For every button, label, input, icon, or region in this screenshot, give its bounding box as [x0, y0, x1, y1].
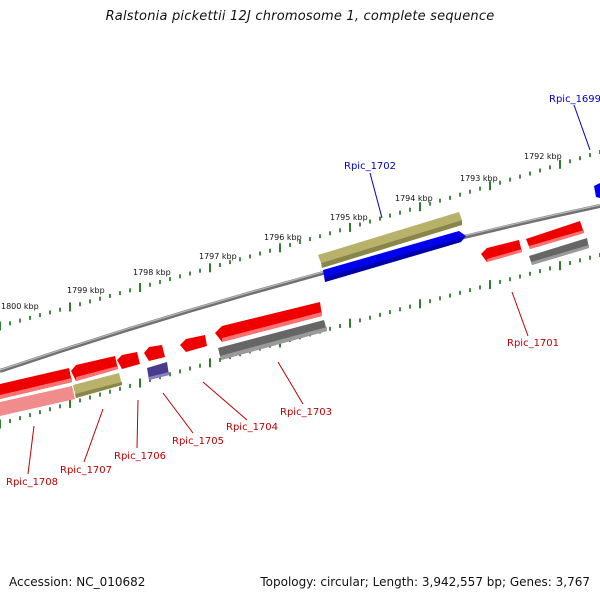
- scale-label-1799: 1799 kbp: [67, 286, 105, 295]
- map-title: Ralstonia pickettii 12J chromosome 1, co…: [105, 9, 495, 24]
- gene-feature-rpic-1701a[interactable]: [481, 240, 522, 262]
- gene-feature-rpic-1701a-shade: [487, 249, 522, 262]
- accession-text: Accession: NC_010682: [9, 575, 146, 589]
- reverse-strand-features: [0, 221, 589, 416]
- gene-feature-rpic-1705[interactable]: [144, 345, 165, 361]
- scale-label-1796: 1796 kbp: [264, 233, 302, 242]
- gene-feature-rpic-1708-shade: [0, 378, 72, 399]
- gene-feature-olive-shade: [321, 220, 462, 268]
- outer-tick-ring: [0, 150, 600, 331]
- callout-line-rpic-1707: [83, 408, 104, 463]
- topology-summary: Topology: circular; Length: 3,942,557 bp…: [260, 575, 590, 589]
- gene-feature-rpic-1706[interactable]: [117, 352, 140, 369]
- gene-feature-rpic-1704[interactable]: [180, 335, 207, 352]
- gene-feature-purple-shade: [149, 372, 169, 380]
- gene-feature-rpic-1703[interactable]: [215, 302, 322, 342]
- callout-line-rpic-1706: [136, 399, 139, 449]
- gene-label-rpic-1703[interactable]: Rpic_1703: [280, 407, 332, 418]
- scale-label-1798: 1798 kbp: [133, 268, 171, 277]
- callout-line-rpic-1702: [369, 172, 383, 219]
- chromosome-backbone-highlight: [0, 204, 600, 371]
- gene-feature-grey-mid-shade: [220, 327, 327, 360]
- gene-feature-rpic-1703-shade: [222, 312, 322, 342]
- gene-label-rpic-1702[interactable]: Rpic_1702: [344, 161, 396, 172]
- gene-feature-rpic-1707-shade: [76, 366, 118, 381]
- gene-feature-olive[interactable]: [318, 212, 462, 263]
- scale-label-1792: 1792 kbp: [524, 152, 562, 161]
- gene-feature-rpic-1701b[interactable]: [526, 221, 584, 249]
- gene-feature-olive-low-shade: [75, 382, 122, 398]
- gene-label-rpic-1704[interactable]: Rpic_1704: [226, 422, 278, 433]
- chromosome-backbone: [0, 204, 600, 373]
- gene-feature-pink[interactable]: [0, 386, 75, 416]
- gene-feature-rpic-1707[interactable]: [71, 356, 118, 381]
- gene-labels: Rpic_1699 Rpic_1702 Rpic_1701 Rpic_1703 …: [6, 94, 600, 488]
- gene-feature-grey-right-shade: [531, 245, 589, 265]
- inner-tick-ring: [0, 253, 600, 429]
- callout-line-rpic-1705: [162, 392, 194, 434]
- scale-label-1797: 1797 kbp: [199, 252, 237, 261]
- callout-line-rpic-1699: [573, 104, 591, 151]
- scale-labels: 1800 kbp 1799 kbp 1798 kbp 1797 kbp 1796…: [1, 152, 562, 311]
- callout-lines: [27, 104, 591, 475]
- scale-label-1795: 1795 kbp: [330, 213, 368, 222]
- callout-line-rpic-1701: [511, 291, 529, 337]
- gene-feature-rpic-1702-shade: [325, 238, 461, 282]
- callout-line-rpic-1704: [202, 381, 248, 421]
- gene-label-rpic-1705[interactable]: Rpic_1705: [172, 436, 224, 447]
- gene-label-rpic-1699[interactable]: Rpic_1699: [549, 94, 600, 105]
- gene-label-rpic-1707[interactable]: Rpic_1707: [60, 465, 112, 476]
- gene-label-rpic-1708[interactable]: Rpic_1708: [6, 477, 58, 488]
- callout-line-rpic-1703: [277, 361, 304, 405]
- gene-feature-rpic-1699[interactable]: [594, 183, 600, 198]
- scale-label-1794: 1794 kbp: [395, 194, 433, 203]
- gene-label-rpic-1706[interactable]: Rpic_1706: [114, 451, 166, 462]
- gene-feature-rpic-1701b-shade: [529, 230, 584, 249]
- callout-line-rpic-1708: [27, 425, 35, 475]
- scale-label-1800: 1800 kbp: [1, 302, 39, 311]
- scale-label-1793: 1793 kbp: [460, 174, 498, 183]
- gene-label-rpic-1701[interactable]: Rpic_1701: [507, 338, 559, 349]
- forward-strand-features: [318, 183, 600, 282]
